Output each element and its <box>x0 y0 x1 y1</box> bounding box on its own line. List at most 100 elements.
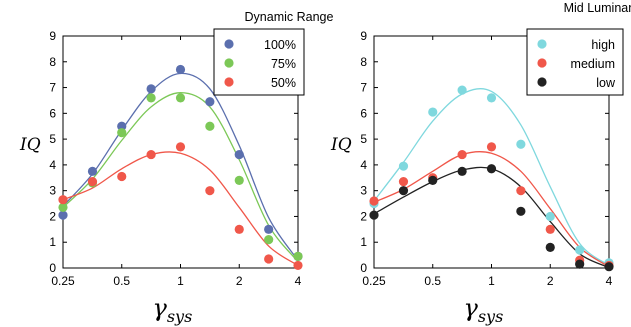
data-point-50pct <box>205 186 215 196</box>
data-point-100pct <box>175 64 186 75</box>
y-tick-label: 9 <box>360 29 367 43</box>
y-tick-label: 8 <box>360 55 367 69</box>
data-point-75pct <box>117 128 127 138</box>
x-tick-label: 2 <box>547 274 554 288</box>
data-point-50pct <box>117 171 127 182</box>
x-tick-label: 0.5 <box>424 274 441 288</box>
data-point-100pct <box>205 97 215 107</box>
y-tick-label: 0 <box>49 261 56 275</box>
y-tick-label: 4 <box>360 158 367 172</box>
y-tick-label: 2 <box>49 209 56 223</box>
data-point-50pct <box>293 260 303 271</box>
data-point-low <box>575 259 585 269</box>
legend-entry: 50% <box>271 76 296 90</box>
data-point-50pct <box>87 177 98 187</box>
y-tick-label: 7 <box>49 81 56 95</box>
y-tick-label: 5 <box>49 132 56 146</box>
fit-curve-50pct <box>62 151 299 266</box>
legend-entry: high <box>591 38 615 52</box>
y-tick-label: 1 <box>49 235 56 249</box>
y-axis-label: IQ <box>330 135 352 155</box>
data-point-100pct <box>117 121 127 131</box>
legend-entry: 100% <box>264 38 296 52</box>
data-point-low <box>516 206 526 216</box>
x-axis-label-sub: sys <box>167 307 192 326</box>
legend-marker <box>537 39 547 49</box>
data-point-50pct <box>175 142 186 152</box>
legend-title: Mid Luminance <box>564 1 631 15</box>
y-tick-label: 7 <box>360 81 367 95</box>
fit-curve-low <box>373 166 610 269</box>
y-tick-label: 9 <box>49 29 56 43</box>
data-point-high <box>486 93 497 103</box>
y-tick-label: 6 <box>49 106 56 120</box>
data-point-75pct <box>264 235 274 245</box>
x-axis-label-sub: sys <box>478 307 503 326</box>
legend-entry: 75% <box>271 57 296 71</box>
data-point-low <box>604 262 614 272</box>
y-tick-label: 8 <box>49 55 56 69</box>
chart-mid-luminance: 0 1 2 3 4 5 6 7 8 9 0.25 0.5 1 2 4 IQ γsys Mid Luminance h… <box>330 1 631 326</box>
data-point-75pct <box>58 202 68 213</box>
fit-curve-high <box>373 88 610 266</box>
data-point-75pct <box>205 121 215 131</box>
x-tick-label: 0.25 <box>51 274 75 288</box>
fit-curve-medium <box>373 151 610 268</box>
y-tick-label: 2 <box>360 209 367 223</box>
legend-marker <box>537 77 547 87</box>
x-axis-label: γsys <box>153 294 193 326</box>
x-tick-label: 0.25 <box>362 274 386 288</box>
y-axis-label: IQ <box>19 135 41 155</box>
data-point-low <box>457 166 467 176</box>
data-point-low <box>486 164 497 174</box>
data-point-high <box>545 211 555 222</box>
data-point-50pct <box>146 149 156 160</box>
legend-marker <box>224 39 234 49</box>
y-tick-label: 0 <box>360 261 367 275</box>
x-tick-label: 4 <box>606 274 613 288</box>
x-tick-label: 1 <box>177 274 184 288</box>
x-tick-label: 1 <box>488 274 495 288</box>
x-axis-label: γsys <box>464 294 504 326</box>
x-tick-label: 0.5 <box>113 274 130 288</box>
data-point-50pct <box>58 195 68 205</box>
data-point-medium <box>486 142 497 152</box>
data-point-medium <box>516 186 526 196</box>
x-tick-label: 2 <box>236 274 243 288</box>
y-tick-label: 3 <box>49 184 56 198</box>
y-tick-label: 1 <box>360 235 367 249</box>
data-point-100pct <box>146 84 156 94</box>
data-point-75pct <box>293 251 303 261</box>
x-axis-label-base: γ <box>464 294 479 322</box>
data-point-50pct <box>264 254 274 264</box>
data-point-low <box>369 210 379 220</box>
x-tick-label: 4 <box>295 274 302 288</box>
fit-curve-75pct <box>62 92 299 262</box>
data-point-low <box>428 175 438 185</box>
y-tick-label: 4 <box>49 158 56 172</box>
legend-marker <box>224 58 234 68</box>
data-point-medium <box>369 196 379 206</box>
data-point-100pct <box>264 224 274 234</box>
data-point-50pct <box>234 224 244 234</box>
data-point-75pct <box>146 93 156 103</box>
data-point-high <box>428 107 438 117</box>
data-point-medium <box>545 224 555 234</box>
data-point-75pct <box>175 93 186 103</box>
chart-dynamic-range: 0 1 2 3 4 5 6 7 8 9 0.25 0.5 1 2 4 IQ γsys Dynamic Range 1… <box>19 10 334 326</box>
legend-marker <box>537 58 547 68</box>
y-tick-label: 6 <box>360 106 367 120</box>
data-point-low <box>398 186 409 196</box>
y-tick-label: 5 <box>360 132 367 146</box>
data-point-low <box>545 242 555 252</box>
data-point-medium <box>457 149 467 160</box>
data-point-high <box>457 85 467 95</box>
data-point-high <box>398 161 409 171</box>
data-point-high <box>516 139 526 149</box>
legend-title: Dynamic Range <box>245 10 334 24</box>
legend-marker <box>224 77 234 87</box>
data-point-medium <box>398 177 409 187</box>
x-axis-label-base: γ <box>153 294 168 322</box>
data-point-75pct <box>234 175 244 185</box>
